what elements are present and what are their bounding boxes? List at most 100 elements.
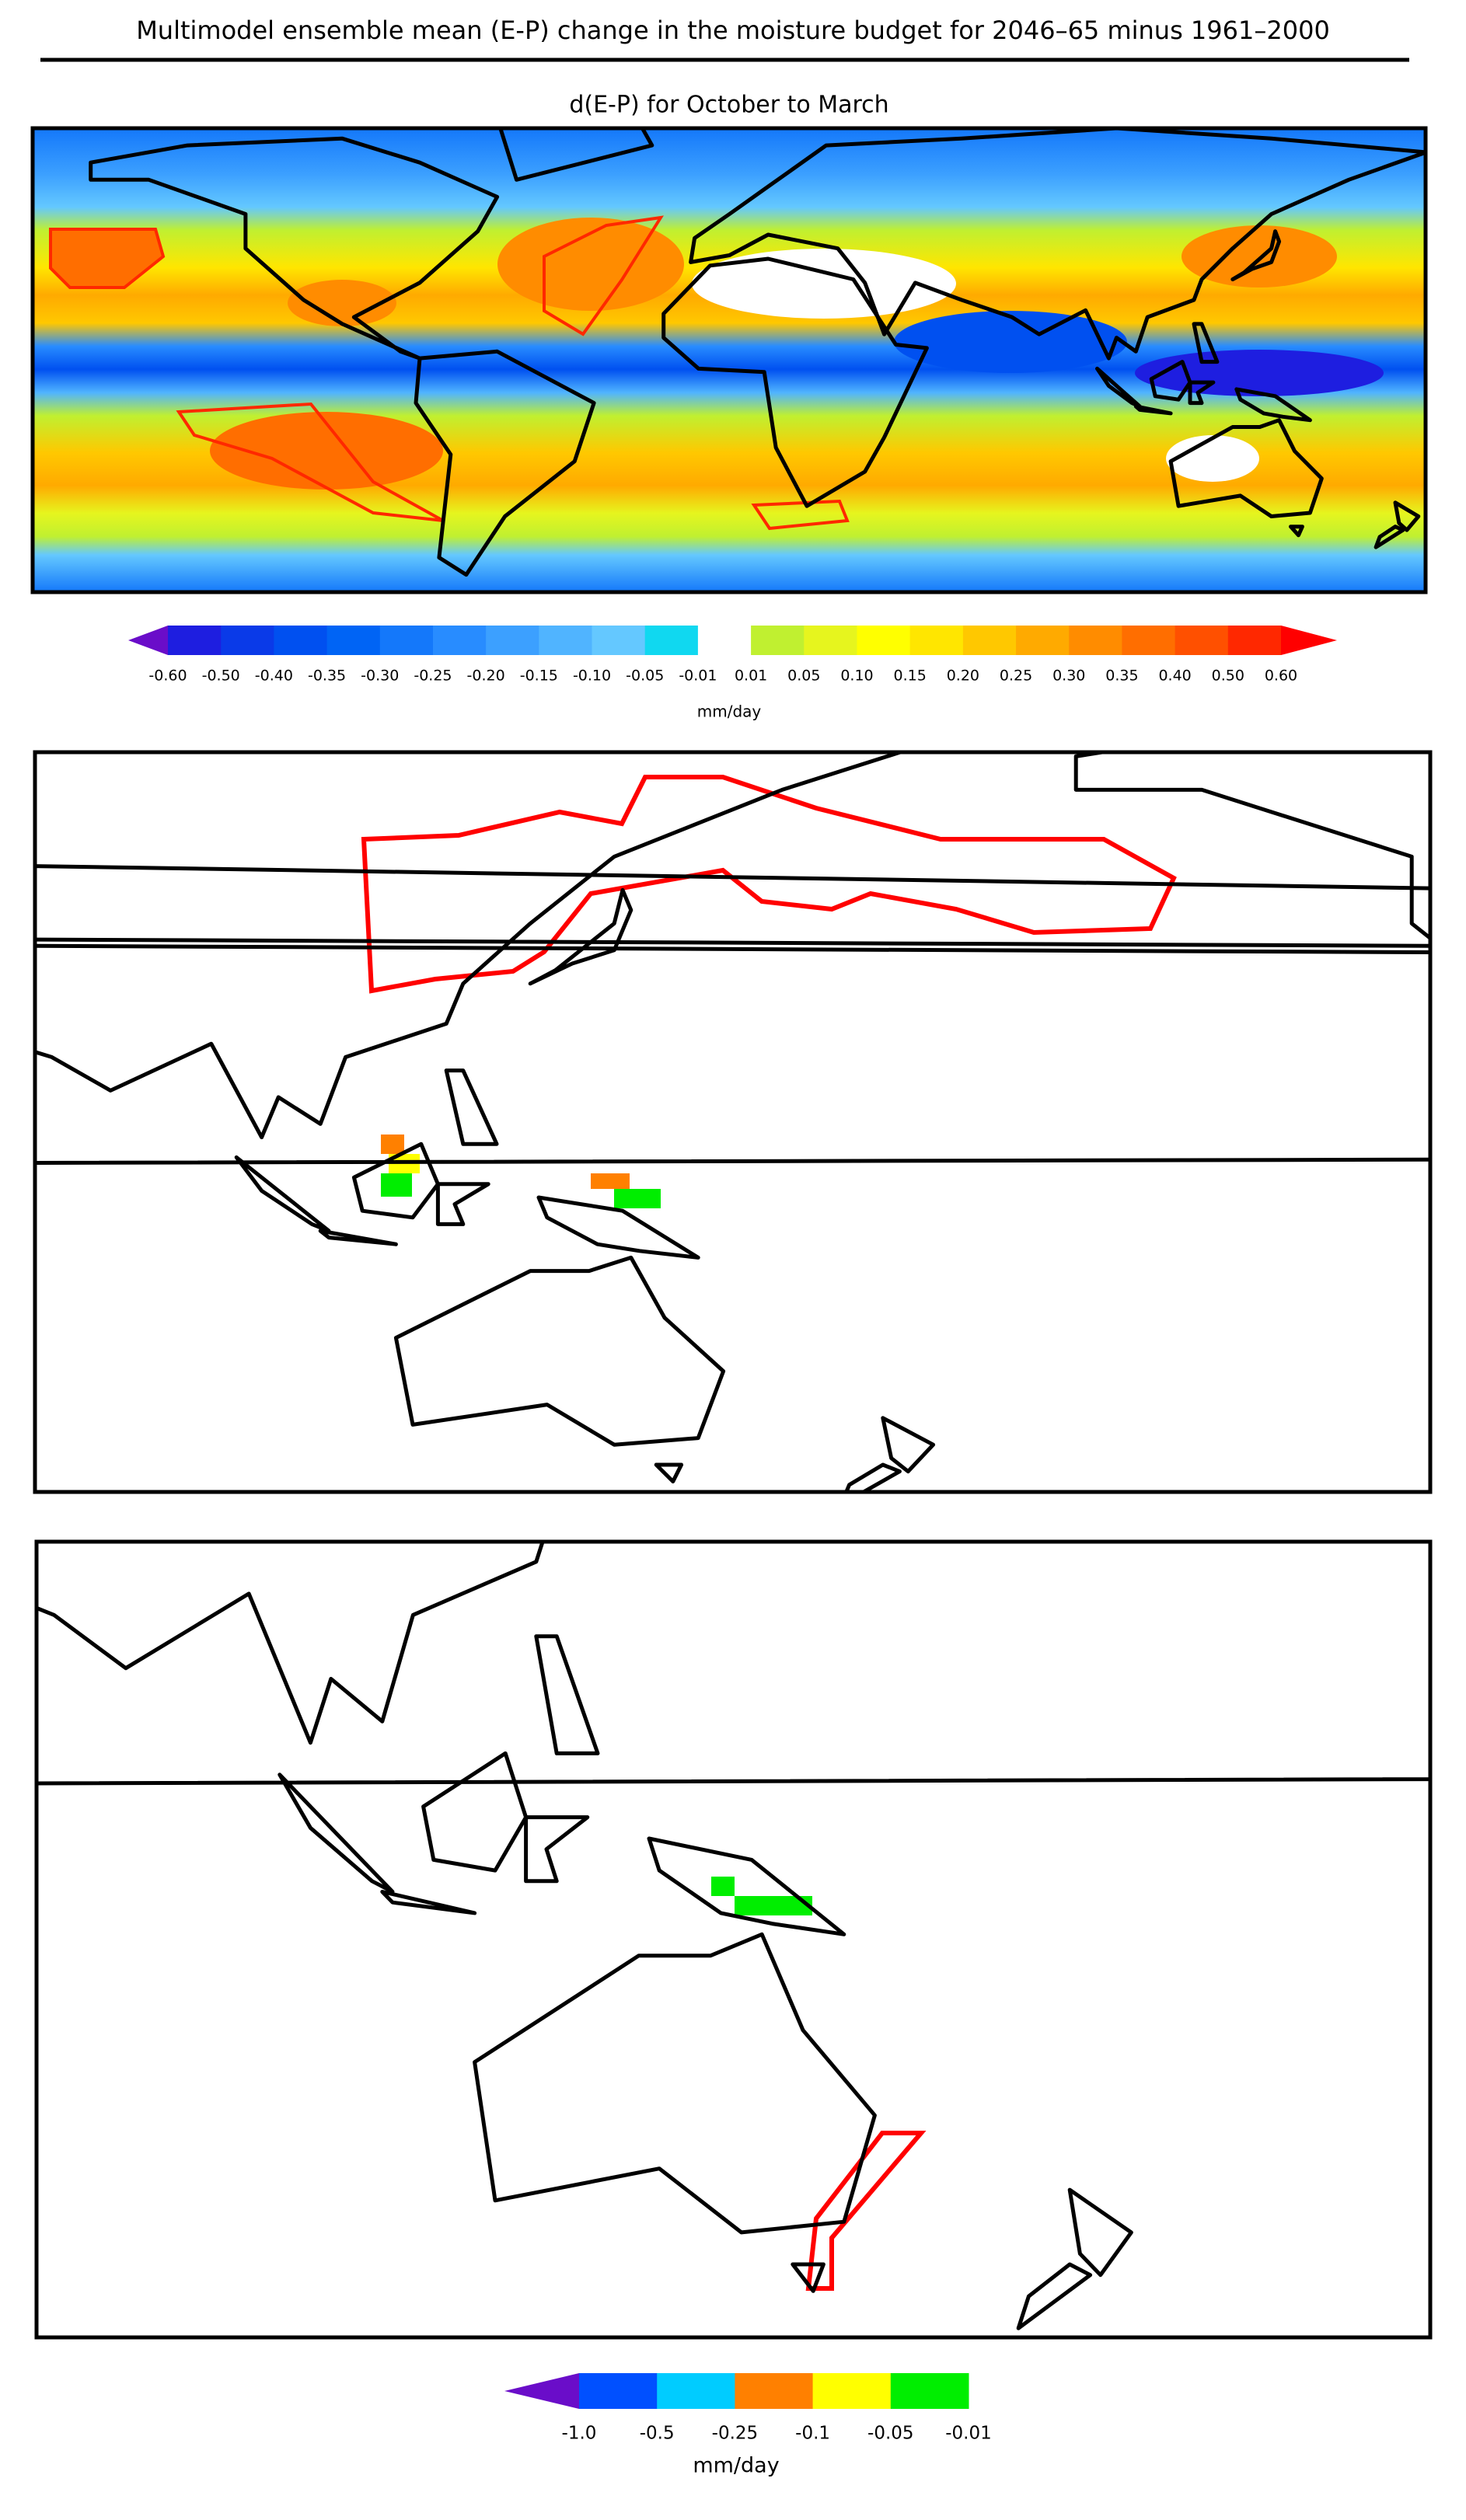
field-patch [288,280,396,326]
coastline [647,1836,846,1936]
coastline [393,1255,726,1447]
coastline [1133,404,1173,416]
colorbar-label: 0.15 [894,667,927,685]
colorbar-label: -0.05 [867,2424,914,2444]
coastline [1393,500,1421,532]
field-patch [210,412,443,490]
colorbar-units: mm/day [697,702,762,721]
coastline [1192,322,1220,364]
colorbar-under [128,626,168,655]
coastline [1095,366,1142,409]
coastline [435,1182,490,1226]
colorbar-box [962,626,1017,655]
colorbar-label: -0.20 [467,667,505,685]
coastline [37,1542,545,1745]
coastline [414,349,596,577]
coastline [1306,1061,1466,1743]
colorbar-box [579,2373,658,2409]
sig-cell [381,1173,412,1197]
sig-cell [614,1189,661,1208]
colorbar: -0.60 -0.50 -0.40 -0.35 -0.30 -0.25 -0.20 -0.15… [128,626,1337,685]
coastline [1149,360,1192,402]
colorbar-label: 0.20 [947,667,979,685]
coastline [1188,380,1216,406]
subtitle: d(E-P) for October to March [569,92,888,119]
coastline [37,1777,1430,1786]
colorbar: -1.0 -0.5 -0.25 -0.1 -0.05 -0.01 [504,2373,992,2444]
colorbar-box [804,626,857,655]
colorbar-box [890,2373,969,2409]
coastline [1230,229,1282,281]
sig-cell [711,1877,735,1896]
field-patch [692,249,956,319]
coastline [277,1772,395,1894]
map-panel [33,128,1426,592]
colorbar-label: -0.05 [626,667,664,685]
colorbar-box [432,626,487,655]
colorbar-over [1281,626,1337,655]
sig-cell [381,1135,404,1154]
colorbar-label: 0.50 [1212,667,1244,685]
colorbar-box [326,626,381,655]
colorbar-box [697,626,752,655]
panel-frame [33,750,1433,1494]
field-patch [1166,435,1259,482]
coastline [89,136,500,361]
colorbar-label: 0.01 [735,667,767,685]
colorbar-label: -0.01 [679,667,717,685]
field-patch [1182,225,1337,288]
colorbar-label: 0.05 [787,667,820,685]
colorbar-units: mm/day [693,2454,779,2478]
sig-contour [49,228,166,289]
colorbar-label: 0.40 [1158,667,1191,685]
coastline [654,1462,684,1483]
coastline [844,1462,902,1492]
coastline [1073,752,1430,941]
colorbar-box [1122,626,1176,655]
colorbar-box [644,626,699,655]
colorbar-box [812,2373,892,2409]
map-panel [35,752,1430,1492]
coastline [528,887,634,986]
sig-contour [176,402,444,522]
colorbar-box [735,2373,814,2409]
coastline [524,1815,590,1884]
colorbar-label: -0.5 [640,2424,675,2444]
colorbar-box [1175,626,1229,655]
sig-contour [361,775,1177,994]
colorbar-box [274,626,328,655]
colorbar-label: -0.15 [520,667,558,685]
coastline [661,256,929,508]
colorbar-label: -0.60 [148,667,187,685]
coastline [473,1932,877,2235]
colorbar-label: 0.60 [1265,667,1297,685]
coastline [421,1751,529,1873]
colorbar-under [504,2373,579,2409]
colorbar-box [909,626,964,655]
coastline [234,1155,331,1233]
colorbar-box [751,626,805,655]
coastline [791,2262,825,2293]
colorbar-label: -0.30 [361,667,399,685]
coastline [881,1416,936,1474]
colorbar-label: -0.10 [573,667,611,685]
sig-cell [591,1173,630,1189]
sig-contour [543,215,664,336]
map-panel [37,1061,1466,2330]
field-patch [894,311,1127,373]
title: Multimodel ensemble mean (E-P) change in… [136,16,1330,45]
colorbar-box [379,626,434,655]
sig-contour [805,2131,927,2291]
colorbar-box [657,2373,735,2409]
coastline [534,1634,600,1755]
coastline [444,1068,499,1146]
coastline [1374,525,1405,549]
colorbar-label: -0.25 [712,2424,759,2444]
coastline [1289,525,1304,538]
colorbar-box [857,626,911,655]
colorbar-label: 0.35 [1105,667,1138,685]
coastline [1067,2187,1133,2278]
coastline [380,1890,477,1915]
coastline [35,752,1430,1140]
